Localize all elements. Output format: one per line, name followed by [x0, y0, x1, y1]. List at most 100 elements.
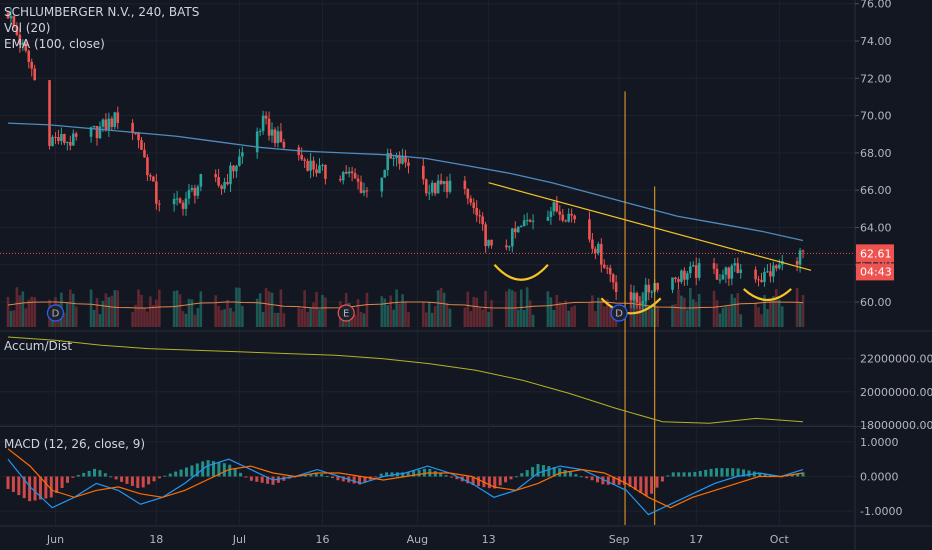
- candle-body: [146, 157, 149, 176]
- macd-histogram-bar: [747, 470, 751, 477]
- candle-body: [763, 271, 766, 282]
- volume-bar: [223, 309, 226, 327]
- volume-bar: [422, 302, 425, 327]
- candle-body: [715, 268, 719, 280]
- volume-bar: [104, 293, 108, 327]
- time-axis[interactable]: Jun 18 Jul 16 Aug 13 Sep 17 Oct: [46, 533, 790, 546]
- volume-bar: [279, 289, 283, 327]
- volume-bar: [597, 297, 600, 327]
- candle-body: [347, 171, 351, 174]
- volume-bar: [487, 311, 490, 327]
- volume-bar: [691, 299, 695, 327]
- volume-ma-line: [7, 301, 804, 309]
- candle-body: [300, 154, 303, 160]
- macd-histogram-bar: [558, 468, 562, 477]
- candle-body: [448, 180, 452, 192]
- ema-legend[interactable]: EMA (100, close): [4, 37, 105, 51]
- candle-body: [282, 142, 286, 148]
- accum-dist-label[interactable]: Accum/Dist: [4, 339, 73, 353]
- last-price-badge: [856, 244, 894, 263]
- volume-bar: [757, 307, 760, 327]
- volume-bar: [149, 296, 152, 327]
- volume-bar: [552, 309, 556, 327]
- macd-histogram-bar: [184, 467, 188, 477]
- volume-bar: [567, 310, 570, 327]
- volume-bar: [258, 293, 262, 327]
- candlesticks[interactable]: [6, 7, 805, 312]
- volume-bar: [671, 304, 674, 327]
- macd-tick-label: -1.0000: [860, 505, 902, 518]
- volume-bar: [350, 313, 354, 327]
- volume-bar: [229, 307, 232, 327]
- candle-body: [686, 273, 689, 280]
- volume-bar: [558, 302, 562, 327]
- macd-histogram-bar: [644, 476, 648, 497]
- macd-histogram-bar: [385, 472, 389, 477]
- candle-body: [267, 118, 271, 136]
- macd-histogram-bar: [477, 476, 481, 487]
- macd-histogram-bar: [260, 476, 264, 483]
- macd-histogram-bar: [157, 476, 161, 479]
- volume-bar: [555, 294, 559, 327]
- volume-bar: [66, 302, 69, 327]
- volume-bar: [778, 299, 781, 327]
- macd-histogram-bar: [704, 469, 708, 477]
- symbol-title[interactable]: SCHLUMBERGER N.V., 240, BATS: [4, 5, 200, 19]
- volume-bar: [401, 294, 404, 327]
- volume-bar: [199, 291, 203, 327]
- volume-legend[interactable]: Vol (20): [4, 21, 51, 35]
- macd-histogram-bar: [11, 476, 15, 493]
- macd-histogram-bar: [714, 468, 718, 477]
- candle-body: [33, 68, 36, 81]
- volume-bar: [775, 289, 778, 327]
- macd-histogram-bar: [628, 476, 632, 487]
- macd-label[interactable]: MACD (12, 26, close, 9): [4, 437, 146, 451]
- candle-body: [276, 131, 280, 144]
- candle-body: [223, 181, 226, 189]
- candle-body: [24, 42, 28, 51]
- volume-bar: [196, 308, 200, 327]
- volume-bar: [241, 306, 244, 327]
- macd-histogram-bar: [585, 476, 589, 479]
- candle-body: [614, 282, 618, 293]
- candle-body: [472, 202, 476, 208]
- candle-body: [561, 214, 565, 221]
- macd-histogram-bar: [520, 473, 524, 477]
- volume-bar: [74, 306, 78, 327]
- candle-body: [552, 202, 556, 212]
- macd-histogram-bar: [206, 460, 210, 477]
- candle-body: [531, 220, 535, 222]
- macd-histogram-bar: [422, 468, 426, 477]
- candle-body: [683, 270, 686, 280]
- candle-body: [232, 165, 235, 172]
- candle-body: [591, 239, 594, 249]
- volume-bar: [564, 300, 568, 327]
- candle-body: [772, 265, 775, 277]
- candle-body: [71, 133, 75, 146]
- candle-body: [110, 118, 114, 127]
- candle-body: [513, 228, 517, 233]
- macd-histogram-bar: [233, 468, 237, 477]
- candle-body: [611, 274, 615, 283]
- volume-bar: [433, 306, 437, 327]
- volume-bar: [469, 311, 473, 327]
- volume-bar: [780, 306, 784, 327]
- candle-body: [466, 188, 470, 199]
- candle-body: [356, 178, 360, 182]
- candle-body: [54, 136, 57, 138]
- macd-histogram-bar: [449, 476, 453, 478]
- volume-bar: [439, 287, 443, 327]
- volume-bar: [68, 289, 72, 327]
- volume-bar: [644, 296, 648, 327]
- volume-bar: [356, 299, 360, 327]
- volume-bar: [184, 313, 188, 327]
- candle-body: [463, 180, 467, 189]
- candle-body: [635, 293, 639, 303]
- volume-bar: [635, 304, 639, 327]
- candle-body: [549, 211, 553, 217]
- event-marker-d: [46, 304, 65, 322]
- volume-bar: [588, 303, 591, 327]
- candle-body: [309, 160, 312, 171]
